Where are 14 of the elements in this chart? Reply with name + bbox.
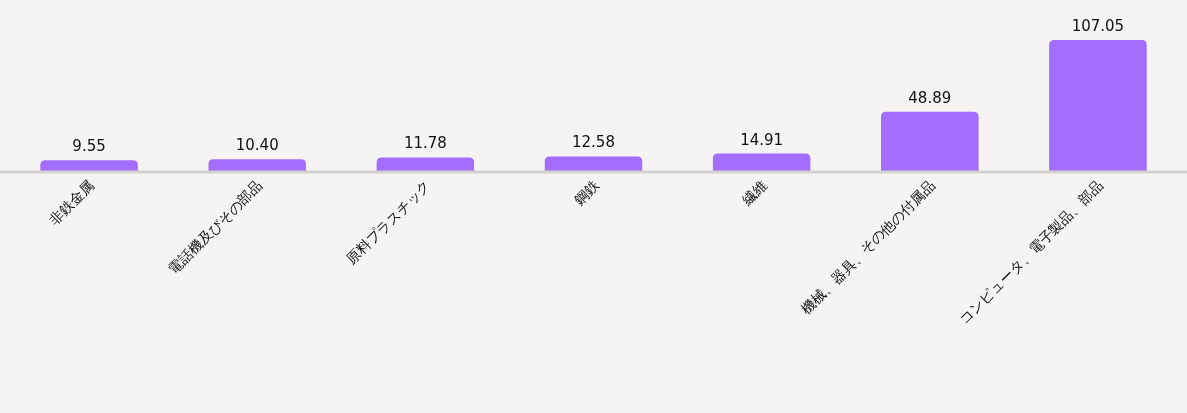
data-label: 10.40 (235, 136, 279, 155)
x-tick-label: 鋼鉄 (570, 176, 602, 208)
x-tick-label: 非鉄金属 (46, 176, 98, 228)
x-tick-label: コンピュータ、電子製品、部品 (956, 176, 1107, 327)
x-tick-label: 繊維 (737, 176, 770, 209)
x-tick-label: 電話機及びその部品 (164, 176, 266, 278)
x-tick-label: 原料プラスチック (342, 176, 434, 268)
data-label: 107.05 (1071, 17, 1125, 35)
data-label: 9.55 (72, 137, 106, 156)
x-tick-label: 機械、器具、その他の付属品 (797, 176, 938, 317)
data-label: 14.91 (740, 130, 784, 149)
data-label: 11.78 (403, 134, 447, 153)
data-label: 12.58 (572, 133, 615, 152)
data-label: 48.89 (908, 88, 952, 107)
